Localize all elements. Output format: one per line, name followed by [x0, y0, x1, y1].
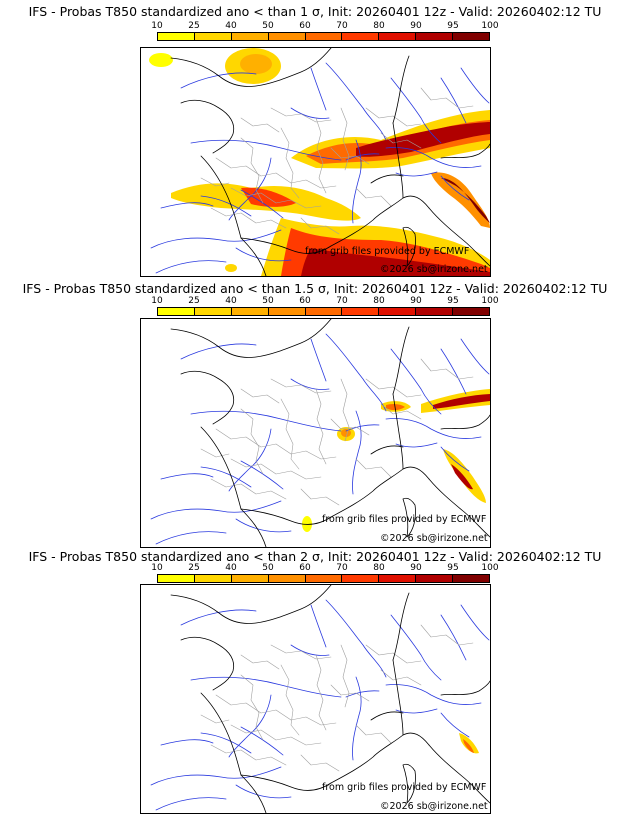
panel-title: IFS - Probas T850 standardized ano < tha… — [28, 549, 602, 564]
probability-map — [140, 318, 491, 548]
panel-1-5sigma: IFS - Probas T850 standardized ano < tha… — [0, 275, 630, 548]
legend-swatches — [157, 574, 490, 583]
panel-title: IFS - Probas T850 standardized ano < tha… — [28, 4, 602, 19]
legend-tick: 40 — [225, 21, 237, 31]
legend-tick: 50 — [262, 563, 274, 573]
legend-tick: 25 — [188, 21, 200, 31]
legend-tick: 100 — [481, 21, 499, 31]
legend-tick: 95 — [447, 296, 459, 306]
panel-title: IFS - Probas T850 standardized ano < tha… — [22, 281, 608, 296]
legend-swatch — [231, 575, 269, 582]
geographic-lines — [150, 319, 490, 547]
map-canvas — [150, 319, 490, 547]
legend-tick: 80 — [373, 21, 385, 31]
legend-swatch — [268, 33, 306, 40]
legend-swatch — [342, 575, 380, 582]
legend-tick: 10 — [151, 563, 163, 573]
data-credit: from grib files provided by ECMWF — [305, 246, 470, 257]
legend-swatch — [305, 575, 343, 582]
legend-swatch — [268, 575, 306, 582]
probability-map — [140, 584, 491, 814]
legend-swatch — [305, 308, 343, 315]
legend-tick: 100 — [481, 296, 499, 306]
legend-swatch — [231, 308, 269, 315]
legend-swatch — [379, 33, 417, 40]
legend-tick: 95 — [447, 563, 459, 573]
copyright-text: ©2026 sb@irizone.net — [380, 533, 488, 544]
legend-swatch — [194, 575, 232, 582]
legend-tick: 60 — [299, 296, 311, 306]
legend-swatch — [158, 308, 195, 315]
color-legend: 10 25 40 50 60 70 80 90 95 100 — [151, 296, 499, 324]
probability-fields — [149, 48, 490, 276]
color-legend: 10 25 40 50 60 70 80 90 95 100 — [151, 563, 499, 591]
legend-swatch — [268, 308, 306, 315]
data-credit: from grib files provided by ECMWF — [322, 514, 487, 525]
legend-swatch — [194, 308, 232, 315]
legend-tick: 90 — [410, 296, 422, 306]
probability-fields — [302, 389, 490, 532]
probability-fields — [459, 733, 479, 754]
legend-tick: 100 — [481, 563, 499, 573]
legend-tick: 70 — [336, 563, 348, 573]
legend-tick: 40 — [225, 563, 237, 573]
map-canvas — [149, 48, 490, 276]
panel-2sigma: IFS - Probas T850 standardized ano < tha… — [0, 546, 630, 816]
legend-tick: 70 — [336, 21, 348, 31]
legend-swatch — [158, 33, 195, 40]
legend-swatch — [416, 308, 454, 315]
legend-swatch — [379, 308, 417, 315]
copyright-text: ©2026 sb@irizone.net — [380, 801, 488, 812]
legend-swatches — [157, 32, 490, 41]
legend-swatch — [342, 33, 380, 40]
legend-tick: 90 — [410, 21, 422, 31]
legend-tick: 60 — [299, 563, 311, 573]
map-canvas — [150, 585, 490, 813]
geographic-lines — [150, 585, 490, 813]
legend-swatch — [416, 575, 454, 582]
legend-tick: 95 — [447, 21, 459, 31]
legend-swatch — [231, 33, 269, 40]
legend-swatch — [453, 33, 490, 40]
legend-swatch — [194, 33, 232, 40]
legend-tick: 50 — [262, 296, 274, 306]
panel-1sigma: IFS - Probas T850 standardized ano < tha… — [0, 0, 630, 277]
copyright-text: ©2026 sb@irizone.net — [380, 264, 488, 275]
legend-swatch — [453, 575, 490, 582]
legend-tick: 25 — [188, 563, 200, 573]
legend-tick: 10 — [151, 21, 163, 31]
legend-swatch — [453, 308, 490, 315]
geographic-lines — [150, 48, 490, 276]
legend-tick: 40 — [225, 296, 237, 306]
legend-tick: 50 — [262, 21, 274, 31]
legend-tick: 25 — [188, 296, 200, 306]
legend-tick: 10 — [151, 296, 163, 306]
legend-tick: 80 — [373, 563, 385, 573]
legend-tick: 80 — [373, 296, 385, 306]
legend-tick: 70 — [336, 296, 348, 306]
legend-swatch — [305, 33, 343, 40]
legend-swatches — [157, 307, 490, 316]
legend-tick: 90 — [410, 563, 422, 573]
legend-tick: 60 — [299, 21, 311, 31]
color-legend: 10 25 40 50 60 70 80 90 95 100 — [151, 21, 499, 49]
legend-swatch — [158, 575, 195, 582]
probability-map — [140, 47, 491, 277]
data-credit: from grib files provided by ECMWF — [322, 782, 487, 793]
legend-swatch — [342, 308, 380, 315]
legend-swatch — [379, 575, 417, 582]
legend-swatch — [416, 33, 454, 40]
